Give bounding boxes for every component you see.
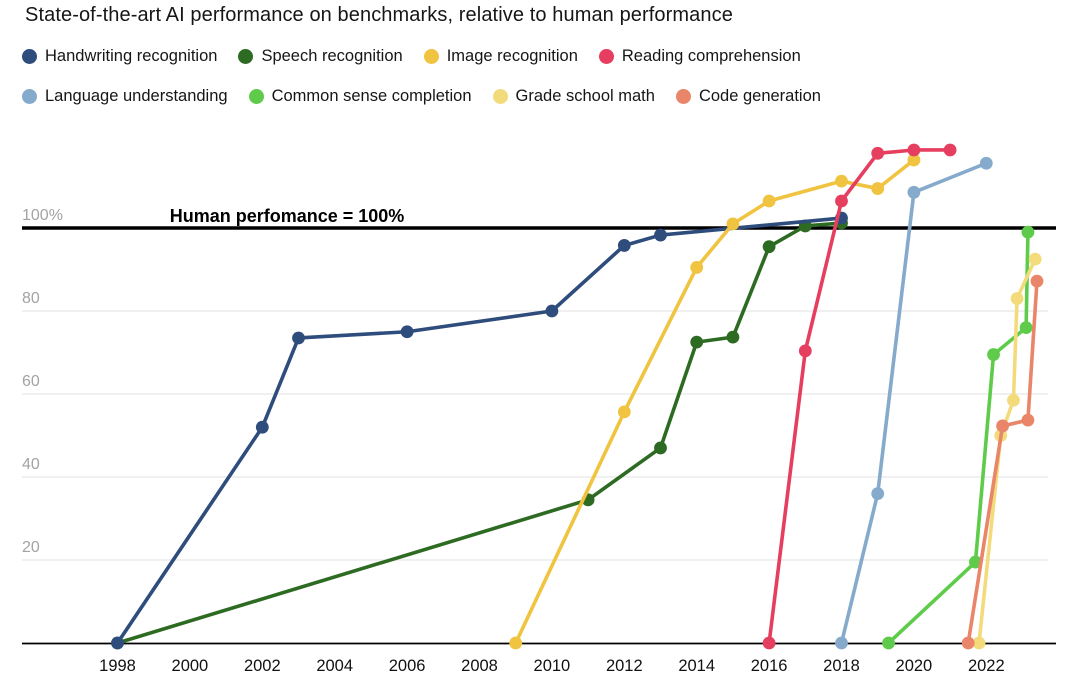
series-point-reading-comprehension-5 — [943, 143, 957, 157]
legend-dot-language-understanding — [22, 89, 37, 104]
legend-dot-handwriting-recognition — [22, 49, 37, 64]
x-tick-label-2006: 2006 — [389, 657, 426, 675]
series-point-grade-school-math-3 — [1010, 292, 1024, 305]
x-tick-label-2014: 2014 — [678, 657, 715, 675]
legend-item-language-understanding: Language understanding — [22, 87, 228, 106]
x-tick-label-2008: 2008 — [461, 657, 498, 675]
series-point-speech-recognition-2 — [654, 441, 667, 455]
legend-label: Code generation — [698, 87, 821, 105]
series-point-code-generation-2 — [1021, 413, 1035, 427]
legend-item-speech-recognition: Speech recognition — [238, 47, 403, 66]
y-tick-label-40: 40 — [22, 456, 40, 473]
series-line-image-recognition — [513, 158, 916, 645]
series-point-reading-comprehension-0 — [762, 636, 776, 650]
series-point-image-recognition-6 — [871, 182, 885, 195]
series-point-handwriting-recognition-1 — [255, 420, 269, 434]
legend-dot-code-generation — [675, 89, 691, 104]
series-line-speech-recognition — [115, 221, 844, 645]
x-tick-label-2000: 2000 — [172, 657, 209, 675]
series-point-language-understanding-0 — [835, 636, 848, 650]
series-point-common-sense-completion-1 — [969, 555, 982, 569]
chart-title: State-of-the-art AI performance on bench… — [25, 4, 733, 26]
legend-label: Language understanding — [45, 87, 228, 105]
series-point-reading-comprehension-4 — [907, 143, 921, 157]
series-point-speech-recognition-3 — [690, 335, 704, 349]
series-point-grade-school-math-2 — [1007, 393, 1020, 407]
series-point-reading-comprehension-1 — [798, 344, 812, 358]
legend-row-2: Language understanding Common sense compl… — [22, 87, 821, 106]
series-point-language-understanding-3 — [979, 156, 993, 170]
series-line-language-understanding — [839, 161, 989, 645]
x-tick-label-2018: 2018 — [823, 657, 860, 675]
series-point-common-sense-completion-4 — [1021, 225, 1035, 239]
legend-label: Grade school math — [515, 87, 655, 105]
series-point-speech-recognition-4 — [726, 330, 740, 344]
series-point-code-generation-3 — [1030, 274, 1044, 288]
legend-dot-image-recognition — [423, 49, 439, 64]
legend-item-handwriting-recognition: Handwriting recognition — [22, 47, 217, 66]
y-tick-label-100: 100% — [22, 207, 63, 224]
legend-label: Speech recognition — [261, 47, 403, 65]
legend-item-grade-school-math: Grade school math — [492, 87, 655, 106]
x-tick-label-2012: 2012 — [606, 657, 643, 675]
series-line-common-sense-completion — [886, 230, 1030, 645]
legend-label: Reading comprehension — [621, 47, 801, 65]
y-tick-label-80: 80 — [22, 290, 40, 307]
series-point-image-recognition-2 — [690, 261, 704, 274]
series-point-grade-school-math-0 — [972, 636, 986, 650]
y-tick-label-20: 20 — [22, 539, 40, 556]
legend-dot-common-sense-completion — [248, 89, 264, 104]
legend-dot-reading-comprehension — [598, 49, 614, 64]
series-point-handwriting-recognition-5 — [617, 239, 631, 252]
series-point-image-recognition-5 — [835, 174, 848, 188]
legend-row-1: Handwriting recognition Speech recognitio… — [22, 47, 801, 66]
series-point-image-recognition-3 — [726, 217, 740, 231]
series-point-handwriting-recognition-3 — [400, 325, 414, 339]
legend-dot-speech-recognition — [238, 49, 254, 64]
legend-label: Image recognition — [446, 47, 578, 65]
series-point-handwriting-recognition-2 — [292, 331, 305, 345]
legend-label: Handwriting recognition — [45, 47, 218, 65]
series-point-speech-recognition-5 — [762, 240, 776, 254]
x-tick-label-2010: 2010 — [534, 657, 571, 675]
series-point-image-recognition-4 — [762, 194, 776, 208]
series-point-common-sense-completion-2 — [987, 348, 1000, 361]
series-point-image-recognition-1 — [617, 405, 631, 419]
x-tick-label-2022: 2022 — [968, 657, 1005, 675]
series-point-code-generation-1 — [996, 419, 1009, 433]
x-tick-label-2002: 2002 — [244, 657, 281, 675]
series-point-handwriting-recognition-0 — [111, 636, 124, 650]
series-point-reading-comprehension-2 — [835, 194, 848, 208]
series-point-code-generation-0 — [961, 636, 975, 650]
series-point-common-sense-completion-3 — [1019, 321, 1033, 334]
legend-item-code-generation: Code generation — [675, 87, 821, 106]
y-tick-label-60: 60 — [22, 373, 40, 390]
x-tick-label-2016: 2016 — [751, 657, 788, 675]
series-point-image-recognition-0 — [509, 636, 523, 650]
x-tick-label-2004: 2004 — [316, 657, 353, 675]
series-point-language-understanding-1 — [871, 487, 885, 500]
legend-dot-grade-school-math — [492, 89, 508, 104]
series-point-image-recognition-7 — [907, 153, 921, 167]
x-tick-label-2020: 2020 — [896, 657, 933, 675]
legend-label: Common sense completion — [271, 87, 472, 105]
series-line-handwriting-recognition — [115, 216, 844, 645]
series-point-common-sense-completion-0 — [882, 636, 895, 650]
series-point-handwriting-recognition-6 — [654, 228, 667, 242]
series-point-grade-school-math-4 — [1028, 252, 1042, 266]
series-line-code-generation — [966, 279, 1039, 645]
legend-item-image-recognition: Image recognition — [423, 47, 578, 66]
series-point-language-understanding-2 — [907, 185, 921, 199]
series-point-reading-comprehension-3 — [871, 146, 885, 160]
series-point-handwriting-recognition-4 — [545, 304, 559, 318]
legend-item-reading-comprehension: Reading comprehension — [598, 47, 801, 66]
human-baseline-annotation: Human perfomance = 100% — [170, 206, 405, 226]
x-tick-label-1998: 1998 — [99, 657, 136, 675]
legend-item-common-sense-completion: Common sense completion — [248, 87, 472, 106]
